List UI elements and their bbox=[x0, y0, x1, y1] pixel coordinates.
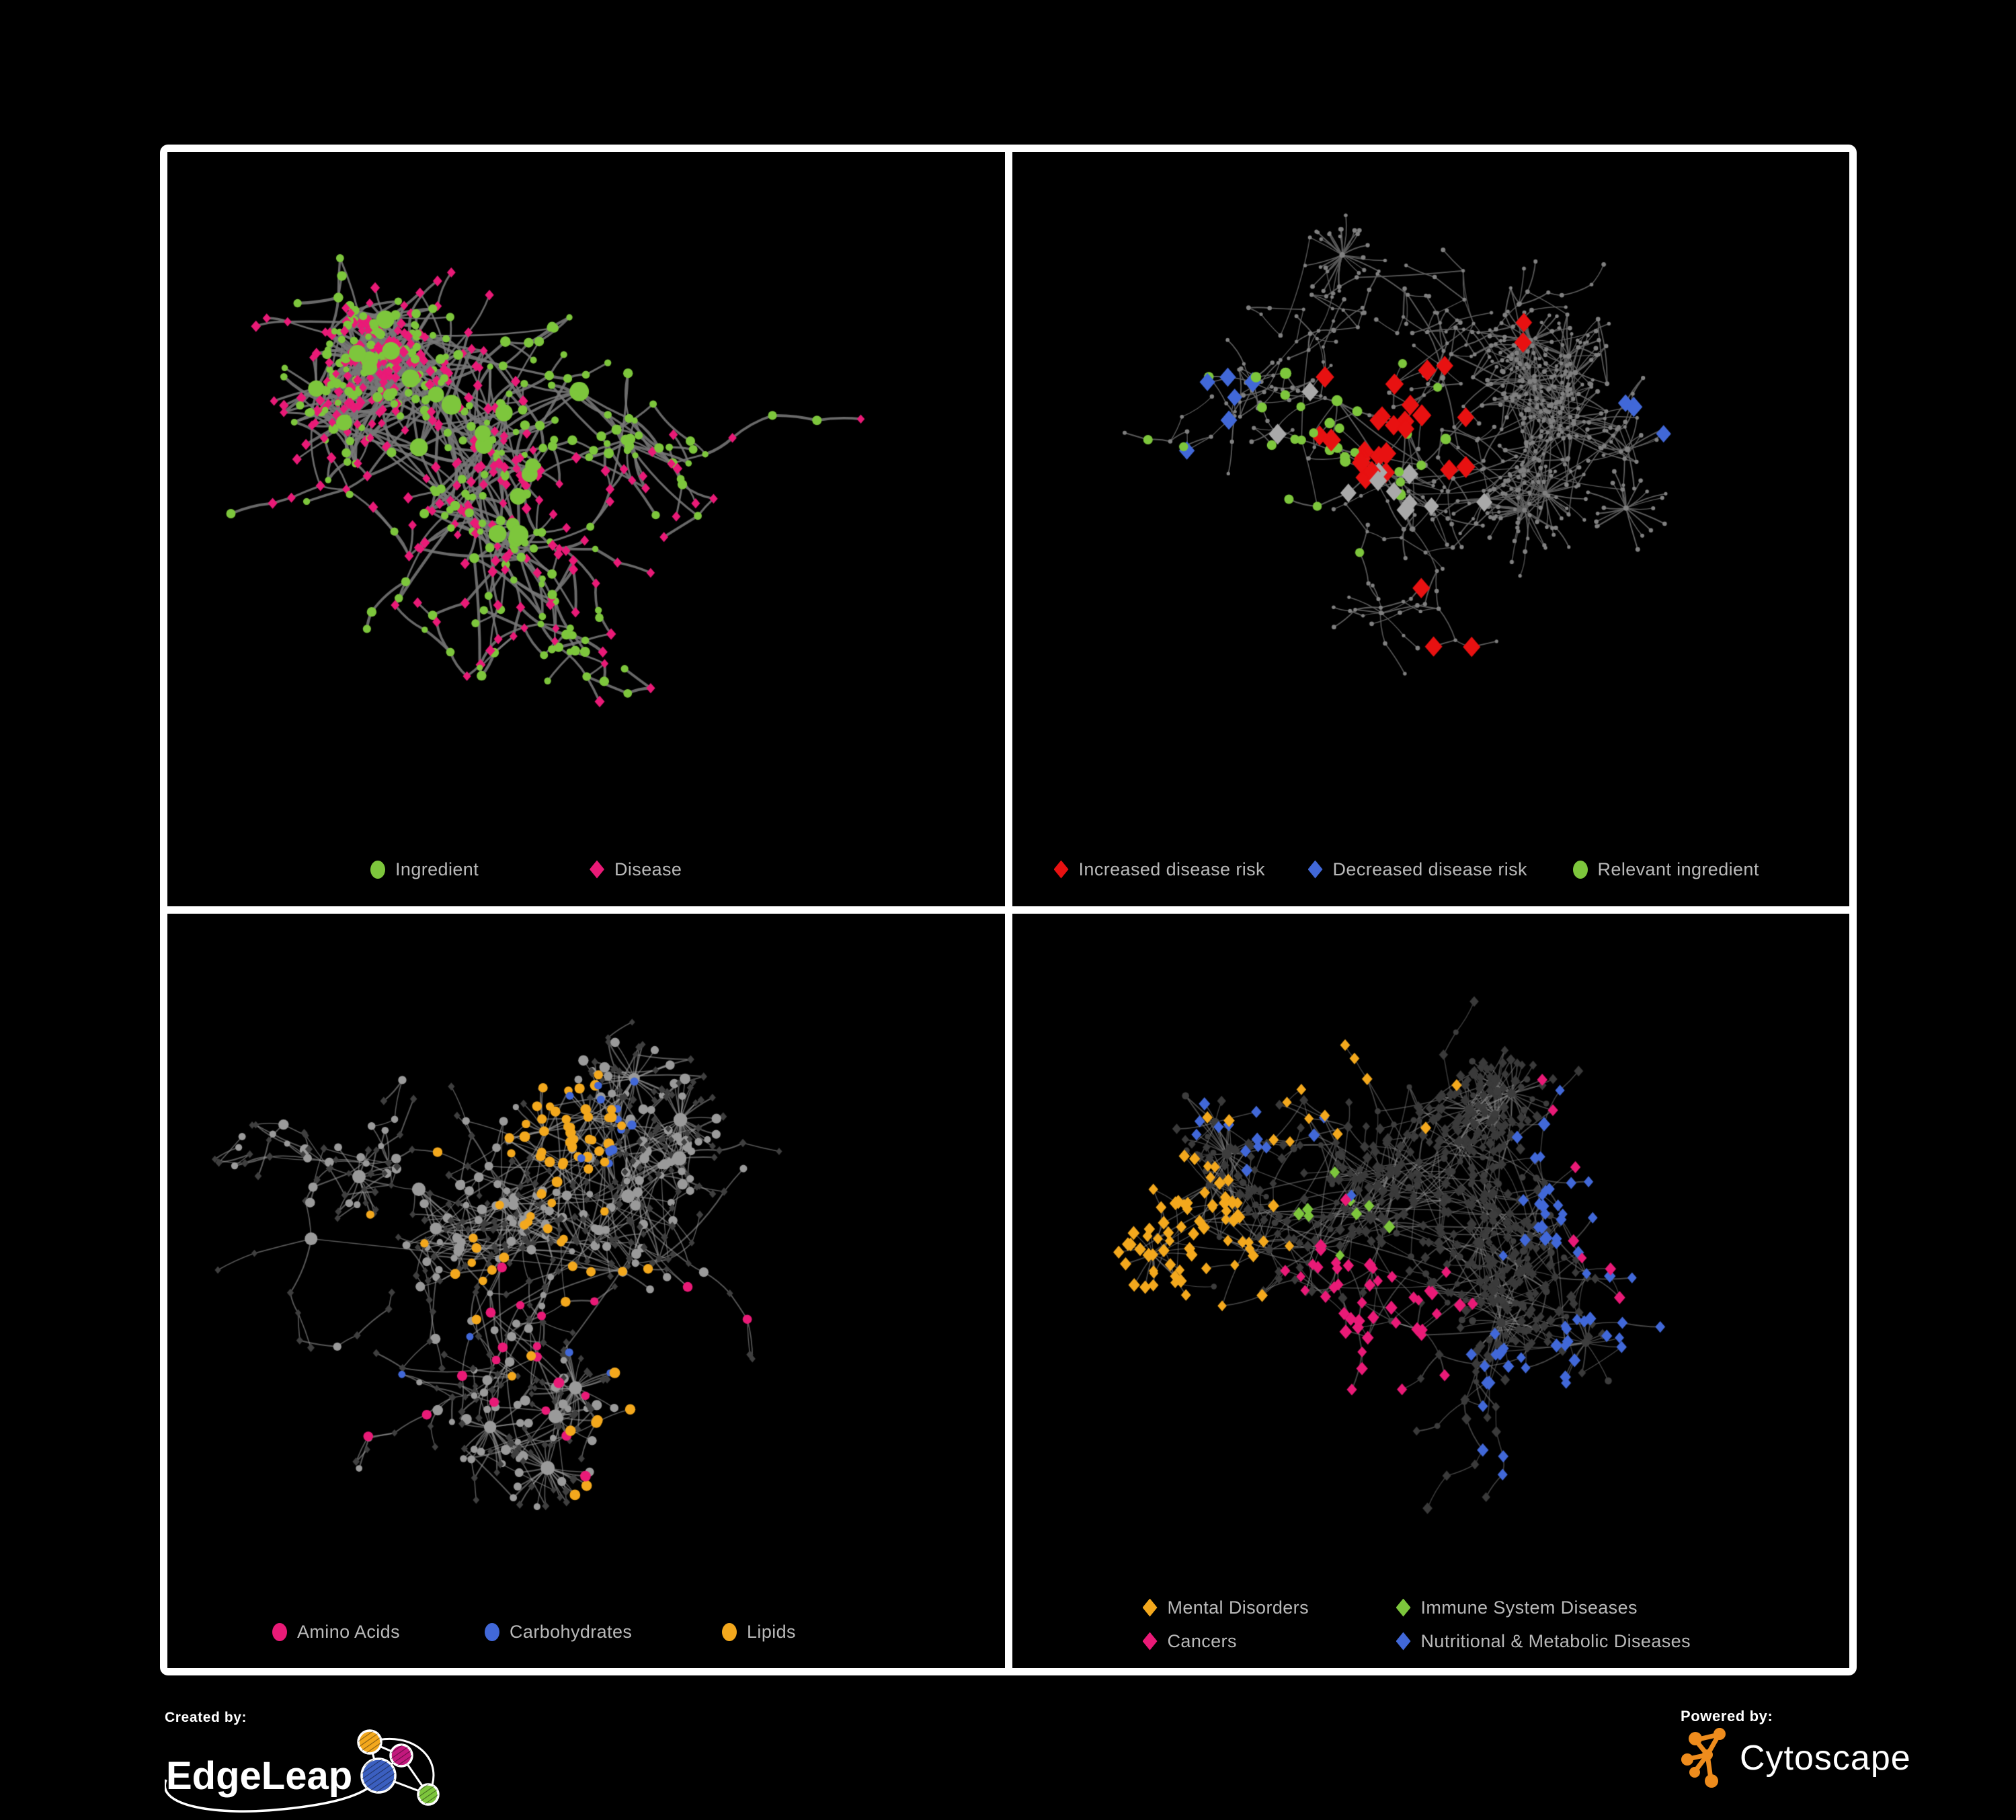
panel-ingredient-disease: Ingredient Disease bbox=[167, 152, 1005, 906]
mental-disorders-diamond-icon bbox=[1142, 1598, 1158, 1617]
network-canvas-nutrient-classes bbox=[167, 914, 1005, 1668]
legend-item-ingredient: Ingredient bbox=[370, 859, 479, 879]
panel-nutrient-classes: Amino Acids Carbohydrates Lipids bbox=[167, 914, 1005, 1668]
figure-grid: Ingredient Disease Increased disease ris… bbox=[160, 145, 1857, 1675]
edgeleap-logo: EdgeLeap bbox=[165, 1729, 440, 1813]
relevant-ingredient-circle-icon bbox=[1572, 860, 1588, 879]
cytoscape-icon bbox=[1681, 1728, 1726, 1788]
amino-acids-circle-icon bbox=[272, 1622, 287, 1641]
legend-label-cancers: Cancers bbox=[1167, 1630, 1237, 1651]
disease-diamond-icon bbox=[590, 860, 604, 879]
powered-by-label: Powered by: bbox=[1681, 1708, 1773, 1725]
legend-item-mental-disorders: Mental Disorders bbox=[1142, 1597, 1309, 1618]
legend-item-nutritional-metabolic-diseases: Nutritional & Metabolic Diseases bbox=[1396, 1631, 1691, 1651]
cytoscape-icon-nodes bbox=[1681, 1728, 1726, 1788]
legend-item-carbohydrates: Carbohydrates bbox=[485, 1622, 632, 1642]
legend-item-cancers: Cancers bbox=[1142, 1630, 1237, 1651]
legend-label-carbohydrates: Carbohydrates bbox=[510, 1621, 633, 1642]
legend-label-relevant-ingredient: Relevant ingredient bbox=[1597, 859, 1759, 879]
edgeleap-credit: Created by: EdgeLeap bbox=[165, 1710, 454, 1818]
carbohydrates-circle-icon bbox=[485, 1622, 499, 1641]
panel-disease-classes: Mental Disorders Immune System Diseases … bbox=[1012, 914, 1849, 1668]
cytoscape-wordmark: Cytoscape bbox=[1740, 1739, 1911, 1778]
immune-system-diseases-diamond-icon bbox=[1396, 1598, 1411, 1617]
legend-item-amino-acids: Amino Acids bbox=[272, 1622, 400, 1642]
network-canvas-disease-risk bbox=[1012, 152, 1849, 906]
legend-item-disease: Disease bbox=[590, 859, 682, 879]
legend-item-decreased-risk: Decreased disease risk bbox=[1307, 859, 1527, 879]
legend-label-immune-system-diseases: Immune System Diseases bbox=[1420, 1597, 1638, 1618]
cancers-diamond-icon bbox=[1142, 1632, 1158, 1651]
panel-disease-risk: Increased disease risk Decreased disease… bbox=[1012, 152, 1849, 906]
legend-label-amino-acids: Amino Acids bbox=[297, 1621, 400, 1642]
cytoscape-credit: Powered by: Cytoscape bbox=[1681, 1708, 1911, 1788]
legend-label-increased-risk: Increased disease risk bbox=[1078, 859, 1265, 879]
legend-item-immune-system-diseases: Immune System Diseases bbox=[1396, 1597, 1638, 1618]
legend-label-nutritional-metabolic-diseases: Nutritional & Metabolic Diseases bbox=[1420, 1630, 1691, 1651]
legend-label-disease: Disease bbox=[614, 859, 682, 879]
legend-label-lipids: Lipids bbox=[747, 1621, 796, 1642]
legend-item-lipids: Lipids bbox=[722, 1622, 796, 1642]
nutritional-metabolic-diseases-diamond-icon bbox=[1396, 1632, 1411, 1651]
created-by-label: Created by: bbox=[165, 1710, 247, 1725]
legend-label-ingredient: Ingredient bbox=[395, 859, 479, 879]
edgeleap-swoosh bbox=[165, 1778, 378, 1813]
increased-risk-diamond-icon bbox=[1053, 860, 1069, 879]
lipids-circle-icon bbox=[722, 1622, 737, 1641]
ingredient-circle-icon bbox=[370, 860, 385, 879]
edgeleap-network-nodes bbox=[357, 1729, 440, 1806]
legend-label-mental-disorders: Mental Disorders bbox=[1167, 1597, 1309, 1618]
legend-label-decreased-risk: Decreased disease risk bbox=[1332, 859, 1527, 879]
legend-item-increased-risk: Increased disease risk bbox=[1053, 859, 1265, 879]
network-canvas-ingredient-disease bbox=[167, 152, 1005, 906]
network-canvas-disease-classes bbox=[1012, 914, 1849, 1668]
decreased-risk-diamond-icon bbox=[1307, 860, 1323, 879]
edgeleap-wordmark: EdgeLeap bbox=[166, 1754, 352, 1798]
legend-item-relevant-ingredient: Relevant ingredient bbox=[1572, 859, 1759, 879]
